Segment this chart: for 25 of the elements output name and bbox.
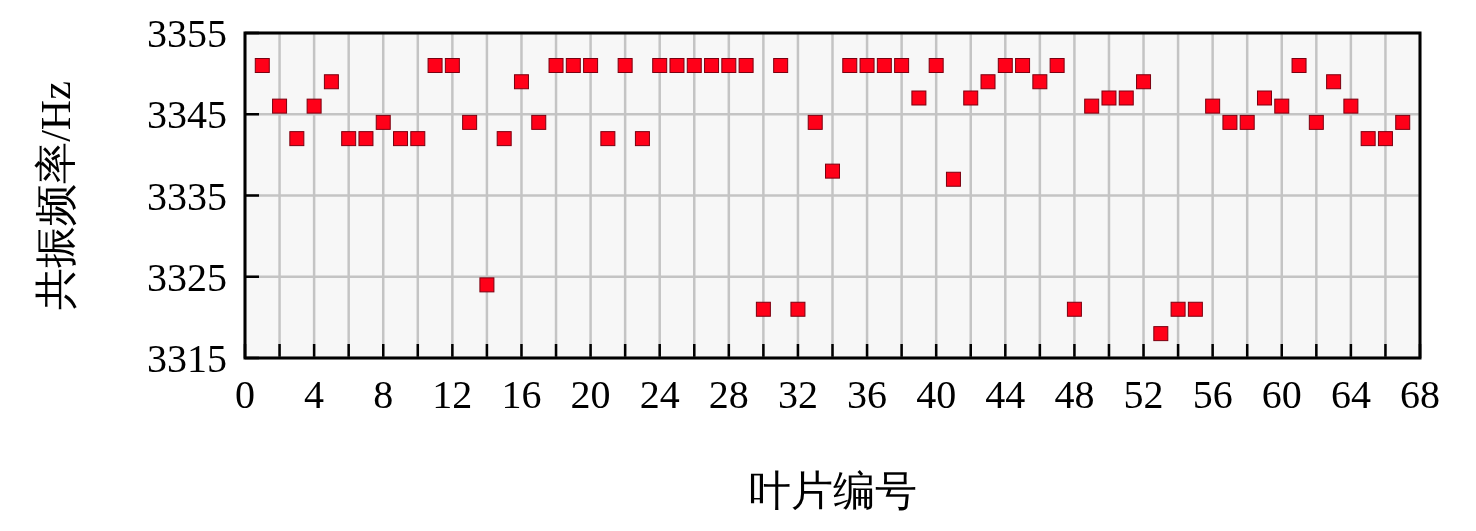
x-tick-label: 32	[777, 372, 818, 417]
x-tick-label: 60	[1261, 372, 1302, 417]
x-tick-label: 24	[639, 372, 680, 417]
x-tick-label: 12	[432, 372, 473, 417]
x-tick-label: 16	[501, 372, 542, 417]
y-tick-label: 3325	[147, 254, 227, 300]
x-tick-label: 4	[304, 372, 325, 417]
y-axis-title: 共振频率/Hz	[33, 81, 79, 310]
y-tick-label: 3335	[147, 173, 227, 219]
y-tick-label: 3345	[147, 92, 227, 138]
x-tick-label: 48	[1054, 372, 1095, 417]
x-axis-title: 叶片编号	[748, 468, 917, 514]
x-tick-label: 8	[373, 372, 394, 417]
x-tick-label: 44	[985, 372, 1026, 417]
y-tick-label: 3355	[147, 11, 227, 56]
x-tick-label: 36	[847, 372, 888, 417]
x-tick-label: 40	[916, 372, 957, 417]
x-tick-label: 28	[708, 372, 749, 417]
x-tick-label: 64	[1330, 372, 1371, 417]
x-tick-label: 68	[1400, 372, 1440, 417]
y-tick-label: 3315	[147, 336, 227, 381]
x-tick-label: 52	[1123, 372, 1164, 417]
x-tick-label: 20	[570, 372, 611, 417]
x-tick-label: 0	[235, 372, 255, 417]
x-tick-label: 56	[1192, 372, 1233, 417]
